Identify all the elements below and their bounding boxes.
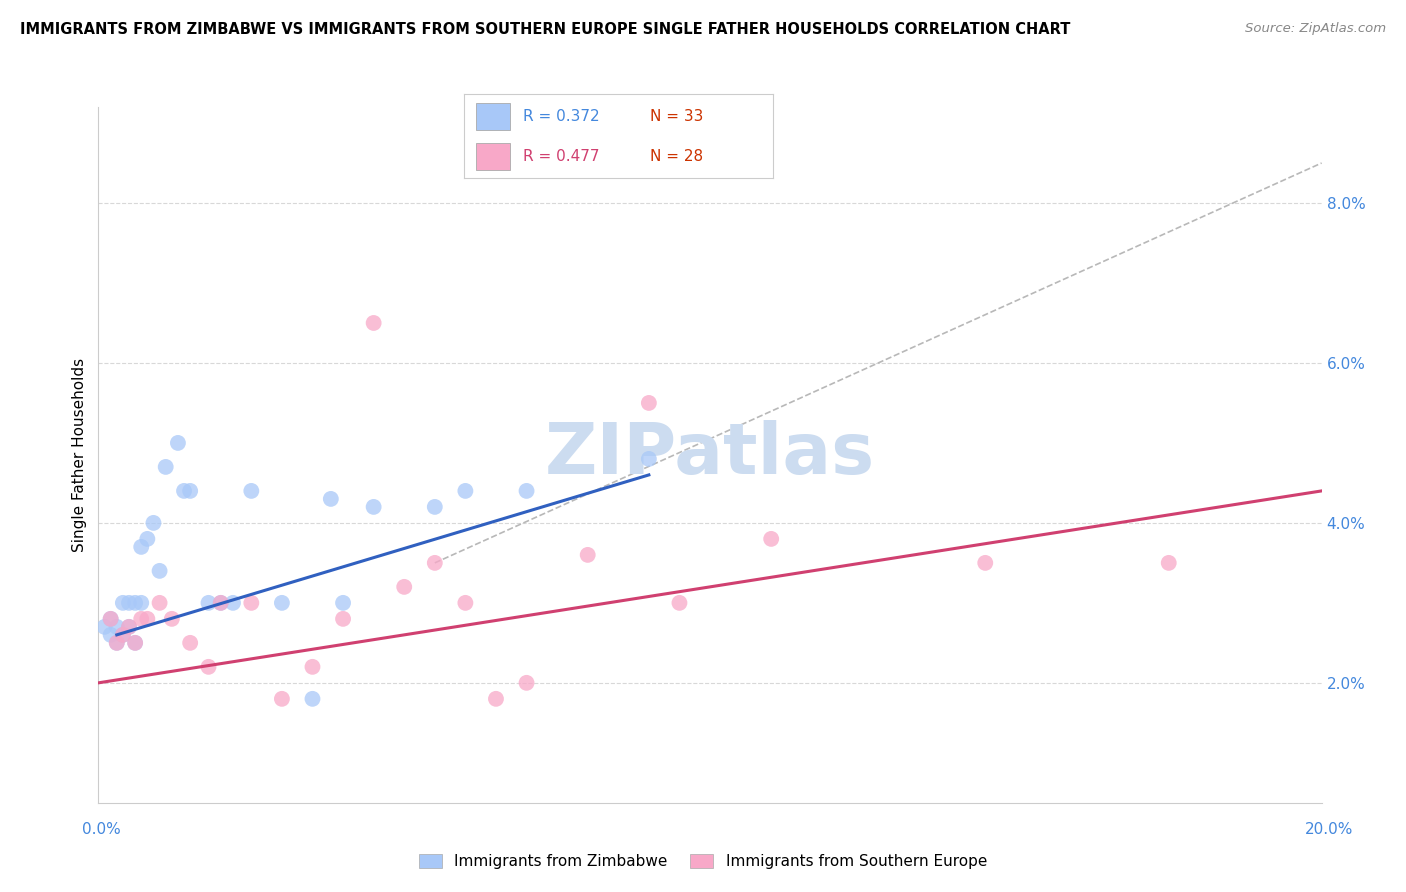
Point bbox=[155, 459, 177, 474]
Point bbox=[423, 556, 446, 570]
Point bbox=[105, 636, 128, 650]
Point bbox=[974, 556, 997, 570]
Point bbox=[332, 612, 354, 626]
Point bbox=[240, 483, 263, 498]
Point bbox=[129, 612, 152, 626]
Text: Source: ZipAtlas.com: Source: ZipAtlas.com bbox=[1246, 22, 1386, 36]
Point bbox=[149, 596, 172, 610]
Point bbox=[1157, 556, 1180, 570]
Point bbox=[105, 636, 128, 650]
Point bbox=[363, 500, 385, 514]
Point bbox=[93, 620, 115, 634]
Point bbox=[240, 596, 263, 610]
Point bbox=[423, 500, 446, 514]
Point bbox=[118, 620, 141, 634]
Point bbox=[105, 620, 128, 634]
Point bbox=[485, 691, 508, 706]
Text: 0.0%: 0.0% bbox=[82, 822, 121, 837]
Text: N = 28: N = 28 bbox=[650, 149, 703, 164]
Point bbox=[454, 596, 477, 610]
Point bbox=[160, 612, 183, 626]
Legend: Immigrants from Zimbabwe, Immigrants from Southern Europe: Immigrants from Zimbabwe, Immigrants fro… bbox=[413, 848, 993, 875]
Text: R = 0.372: R = 0.372 bbox=[523, 109, 599, 124]
Point bbox=[167, 436, 190, 450]
Point bbox=[179, 483, 201, 498]
Point bbox=[319, 491, 342, 506]
Point bbox=[222, 596, 245, 610]
Point bbox=[270, 691, 292, 706]
Point bbox=[637, 451, 661, 466]
Point bbox=[516, 676, 538, 690]
Point bbox=[149, 564, 172, 578]
Point bbox=[197, 596, 219, 610]
Point bbox=[124, 596, 146, 610]
Point bbox=[301, 660, 323, 674]
Point bbox=[129, 540, 152, 554]
Point bbox=[637, 396, 661, 410]
Point bbox=[209, 596, 232, 610]
Point bbox=[759, 532, 782, 546]
Point bbox=[392, 580, 416, 594]
Point bbox=[363, 316, 385, 330]
Bar bbox=[477, 103, 510, 130]
Point bbox=[179, 636, 201, 650]
Point bbox=[136, 532, 159, 546]
Text: 20.0%: 20.0% bbox=[1305, 822, 1353, 837]
Point bbox=[576, 548, 599, 562]
Point bbox=[111, 628, 134, 642]
Point bbox=[454, 483, 477, 498]
Point bbox=[129, 596, 152, 610]
Point bbox=[136, 612, 159, 626]
Point bbox=[270, 596, 292, 610]
Point bbox=[301, 691, 323, 706]
Point bbox=[124, 636, 146, 650]
Point bbox=[516, 483, 538, 498]
Text: IMMIGRANTS FROM ZIMBABWE VS IMMIGRANTS FROM SOUTHERN EUROPE SINGLE FATHER HOUSEH: IMMIGRANTS FROM ZIMBABWE VS IMMIGRANTS F… bbox=[20, 22, 1070, 37]
Point bbox=[118, 596, 141, 610]
Y-axis label: Single Father Households: Single Father Households bbox=[72, 358, 87, 552]
Text: N = 33: N = 33 bbox=[650, 109, 703, 124]
Point bbox=[209, 596, 232, 610]
Point bbox=[100, 612, 122, 626]
Point bbox=[668, 596, 690, 610]
Point bbox=[142, 516, 165, 530]
Point bbox=[197, 660, 219, 674]
Point bbox=[332, 596, 354, 610]
Point bbox=[173, 483, 195, 498]
Point bbox=[100, 628, 122, 642]
Point bbox=[111, 596, 134, 610]
Text: ZIPatlas: ZIPatlas bbox=[546, 420, 875, 490]
Point bbox=[124, 636, 146, 650]
Point bbox=[118, 620, 141, 634]
Bar bbox=[477, 143, 510, 169]
Text: R = 0.477: R = 0.477 bbox=[523, 149, 599, 164]
Point bbox=[111, 628, 134, 642]
Point bbox=[100, 612, 122, 626]
